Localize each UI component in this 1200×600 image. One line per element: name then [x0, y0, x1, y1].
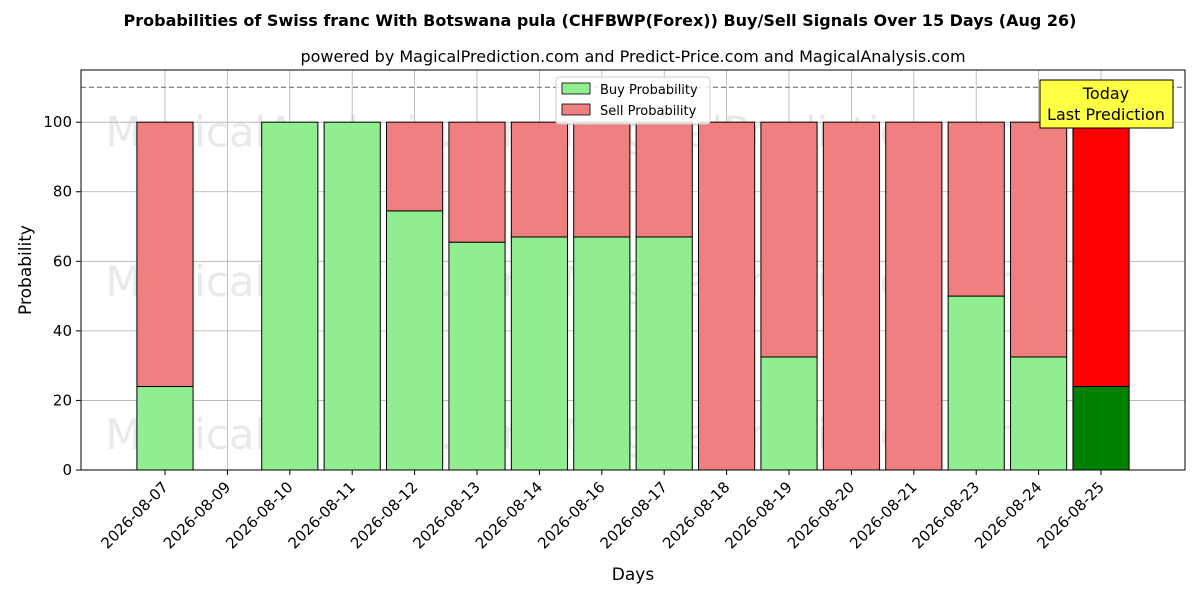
- bar-buy: [573, 236, 631, 471]
- bar-buy: [635, 236, 693, 471]
- today-annotation: Today Last Prediction: [1039, 79, 1174, 129]
- bar-buy: [760, 356, 818, 471]
- x-axis-label: Days: [612, 565, 655, 585]
- bar-sell: [136, 121, 194, 388]
- today-annotation-line1: Today: [1082, 84, 1129, 103]
- bar-sell: [386, 121, 444, 212]
- bar-buy: [1072, 386, 1130, 471]
- plot-frame: [80, 69, 1186, 471]
- legend-sell-label: Sell Probability: [600, 104, 697, 119]
- y-tick-label: 20: [53, 391, 72, 409]
- bar-buy: [947, 295, 1005, 471]
- bar-buy: [136, 386, 194, 471]
- bar-sell: [885, 121, 943, 471]
- y-axis-ticks: 0 20 40 60 80 100: [43, 113, 81, 479]
- bar-buy: [323, 121, 381, 471]
- y-tick-label: 80: [53, 183, 72, 201]
- chart-subtitle: powered by MagicalPrediction.com and Pre…: [300, 47, 965, 66]
- bar-sell: [635, 121, 693, 238]
- bar-sell: [698, 121, 756, 471]
- bar-sell: [1010, 121, 1068, 358]
- bar-buy: [448, 241, 506, 471]
- y-axis-label: Probability: [16, 225, 36, 315]
- chart-title: Probabilities of Swiss franc With Botswa…: [124, 11, 1077, 30]
- bar-sell: [448, 121, 506, 243]
- legend: Buy Probability Sell Probability: [555, 76, 711, 125]
- legend-box: [555, 76, 711, 125]
- y-tick-label: 100: [43, 113, 72, 131]
- bar-sell: [760, 121, 818, 358]
- bar-sell: [1072, 121, 1130, 388]
- bar-sell: [947, 121, 1005, 297]
- bar-buy: [261, 121, 319, 471]
- today-annotation-box: [1039, 79, 1174, 129]
- bar-buy: [510, 236, 568, 471]
- bar-sell: [573, 121, 631, 238]
- y-tick-label: 60: [53, 252, 72, 270]
- legend-sell-swatch: [561, 103, 591, 116]
- bar-sell: [822, 121, 880, 471]
- bar-sell: [510, 121, 568, 238]
- bars: [136, 121, 1130, 471]
- today-annotation-line2: Last Prediction: [1047, 105, 1165, 124]
- legend-buy-swatch: [561, 82, 591, 95]
- bar-buy: [386, 210, 444, 471]
- y-tick-label: 40: [53, 322, 72, 340]
- y-tick-label: 0: [62, 461, 72, 479]
- legend-buy-label: Buy Probability: [600, 83, 698, 98]
- bar-buy: [1010, 356, 1068, 471]
